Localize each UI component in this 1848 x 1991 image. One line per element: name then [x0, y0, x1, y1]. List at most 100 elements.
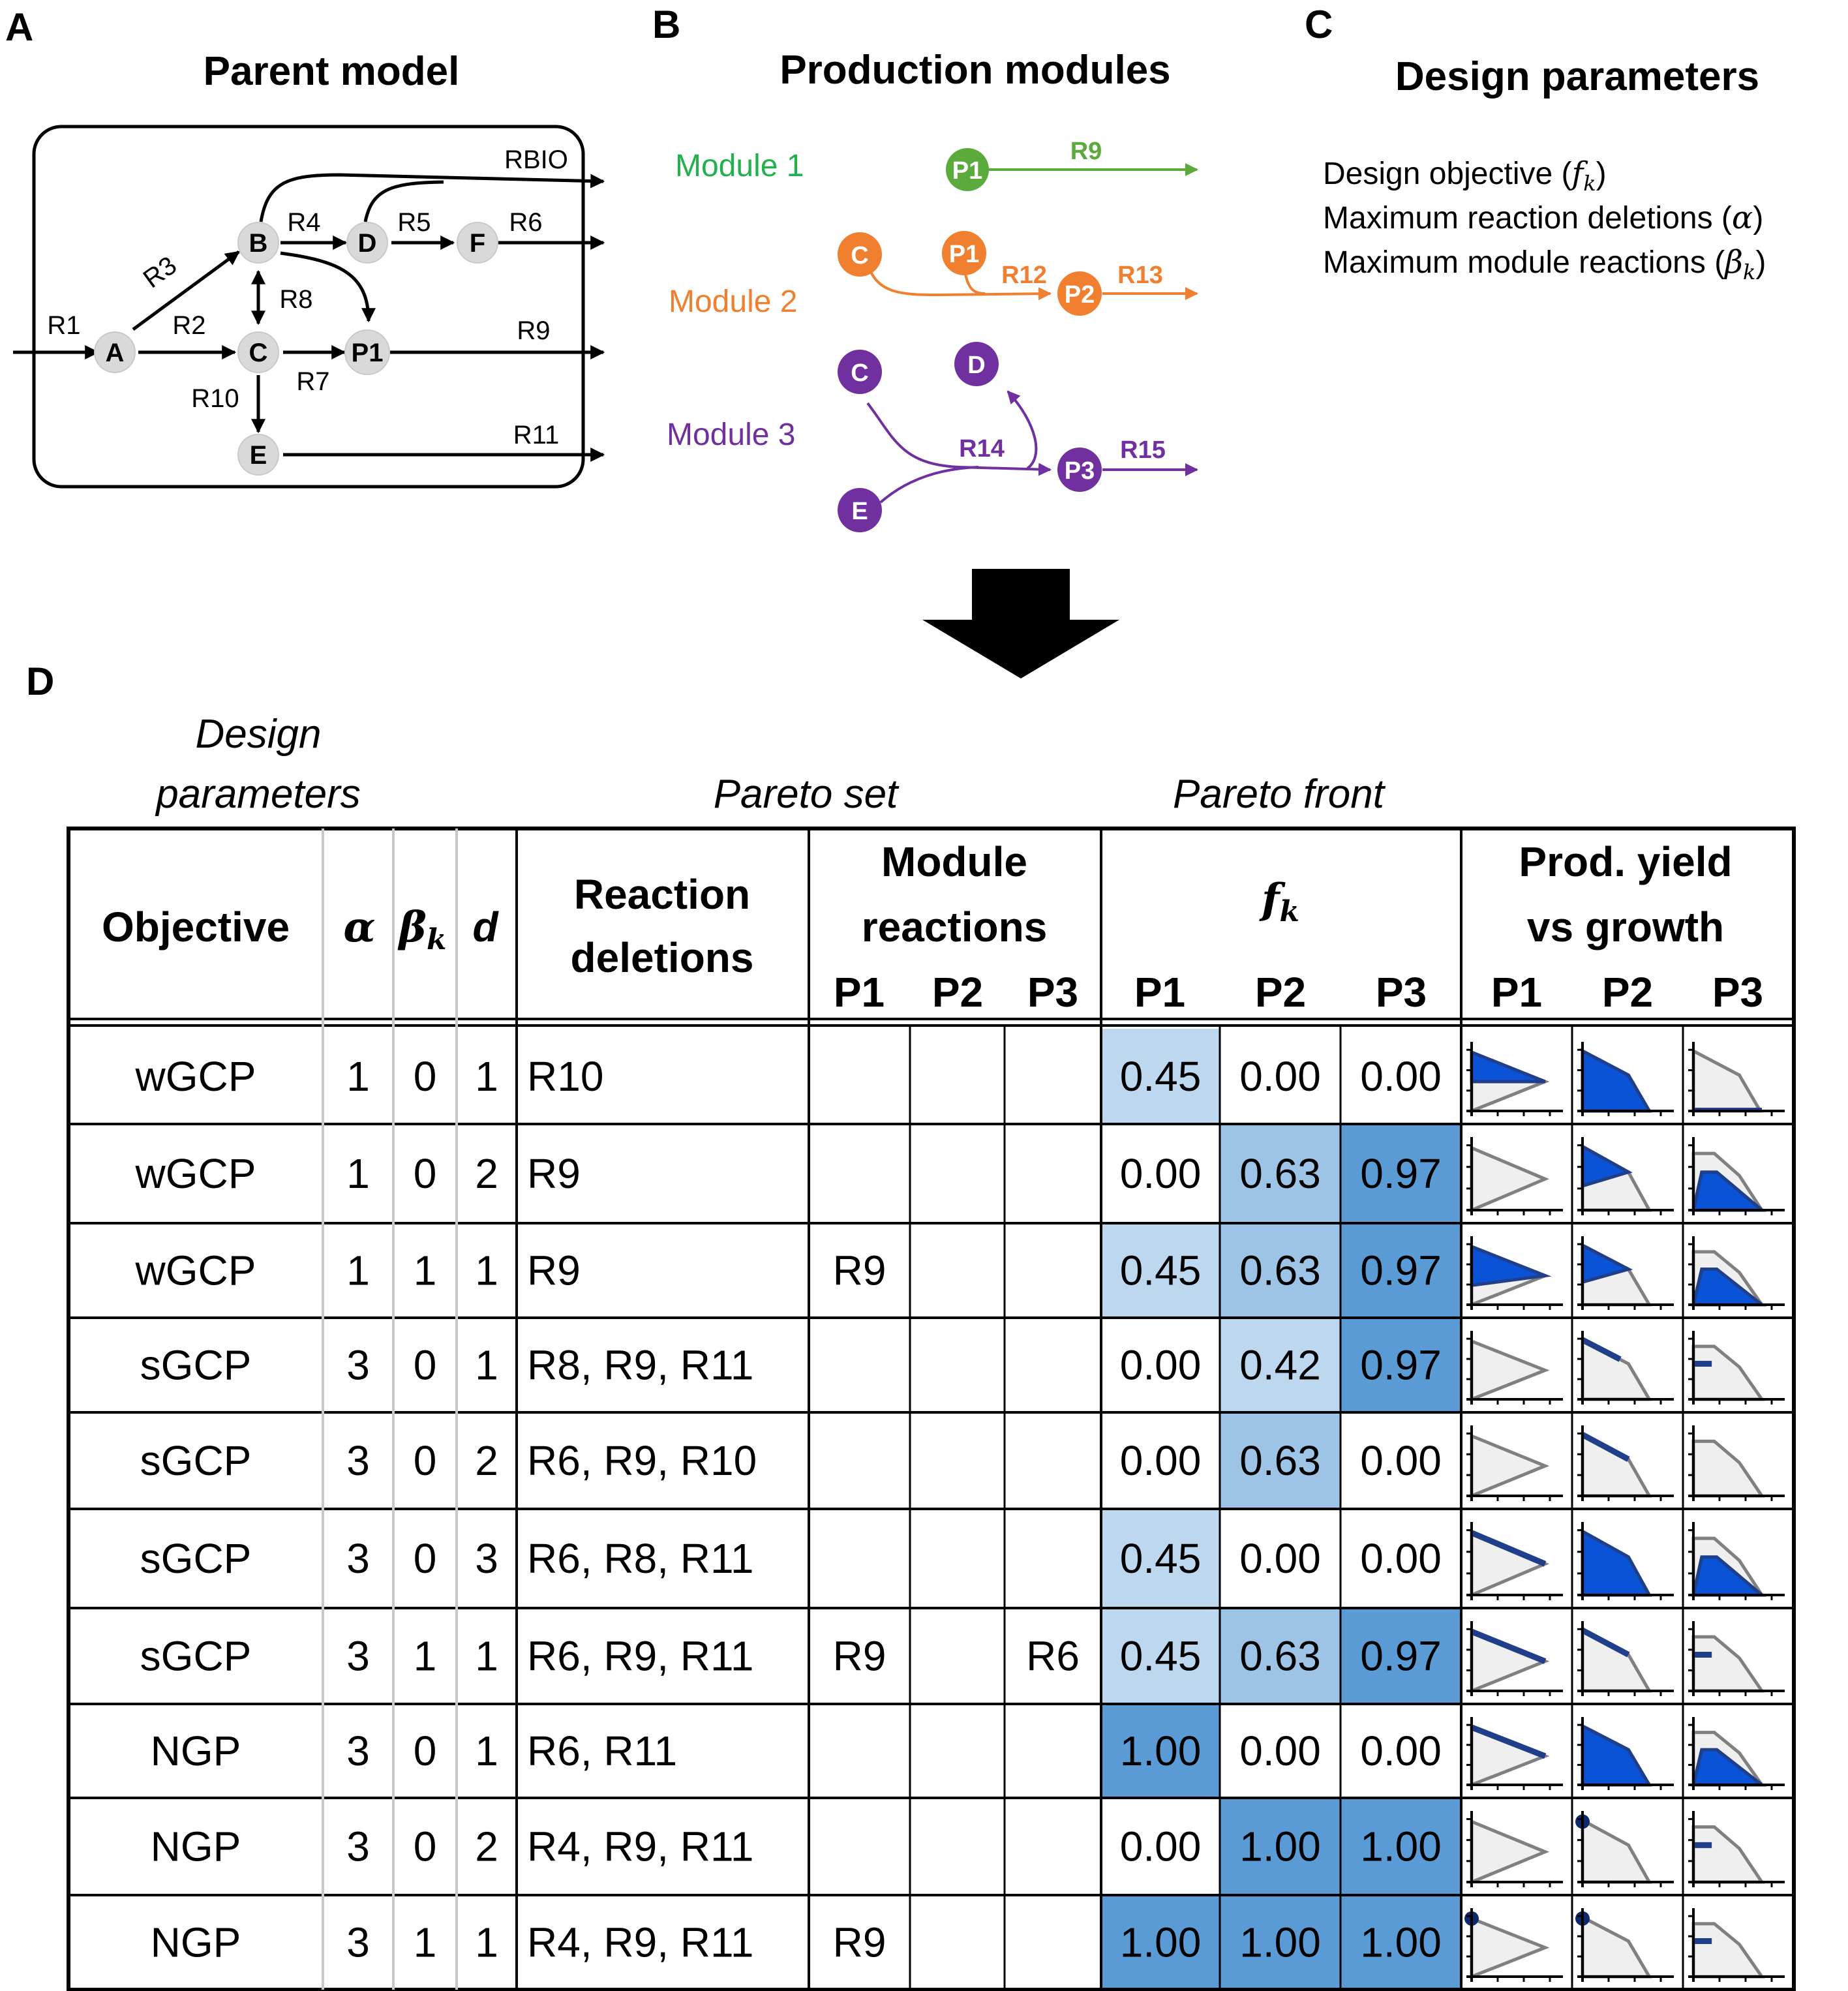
- cell-f-2: 0.42: [1239, 1342, 1321, 1389]
- f-cell-fill: [1220, 1124, 1341, 1223]
- cell-deletions: R6, R11: [527, 1727, 677, 1774]
- f-cell-fill: [1341, 1124, 1461, 1223]
- panel-b-title: Production modules: [780, 48, 1170, 93]
- m3-node-p3: [1057, 448, 1102, 492]
- cell-beta: 0: [414, 1053, 437, 1100]
- cell-d: 1: [475, 1919, 498, 1966]
- node-c: [237, 331, 279, 373]
- m2-node-p1: [942, 231, 986, 275]
- f-cell-fill: [1341, 1798, 1461, 1895]
- cell-f-3: 1.00: [1360, 1919, 1442, 1966]
- header-deletions-1: Reaction: [574, 871, 750, 918]
- group-pareto-front: Pareto front: [1173, 772, 1386, 817]
- header-f-p1: P1: [1134, 969, 1185, 1016]
- panel-a-title: Parent model: [204, 49, 460, 94]
- cell-beta: 0: [414, 1150, 437, 1197]
- label-r6: R6: [509, 208, 542, 237]
- yield-plot-p3: [1688, 1621, 1785, 1696]
- cell-d: 3: [475, 1535, 498, 1582]
- production-region: [1581, 1528, 1652, 1597]
- panel-a: A Parent model R1 R2 R3 R4 R5 R6 R: [5, 5, 605, 489]
- cell-module-1: R9: [833, 1919, 886, 1966]
- panel-b: B Production modules Module 1 R9 P1 Modu…: [652, 3, 1198, 532]
- cell-f-3: 0.97: [1360, 1342, 1442, 1389]
- node-f-label: F: [470, 229, 485, 258]
- cell-alpha: 3: [346, 1727, 370, 1774]
- production-envelope: [1470, 1339, 1550, 1402]
- cell-d: 2: [475, 1437, 498, 1484]
- cell-deletions: R8, R9, R11: [527, 1342, 753, 1389]
- m2-arrow-p1: [964, 273, 986, 295]
- yield-plot-p2: [1577, 1331, 1674, 1405]
- yield-plot-p1: [1466, 1042, 1563, 1116]
- yield-plot-p1: [1466, 1425, 1563, 1501]
- cell-f-2: 0.63: [1239, 1150, 1321, 1197]
- f-cell-fill: [1220, 1223, 1341, 1318]
- yield-plot-p2: [1577, 1042, 1674, 1116]
- yield-plot-p3: [1688, 1717, 1785, 1790]
- production-region: [1581, 1723, 1652, 1787]
- cell-alpha: 3: [346, 1437, 370, 1484]
- yield-plot-p3: [1688, 1137, 1785, 1215]
- panel-d-letter: D: [26, 660, 54, 703]
- m3-node-e-label: E: [851, 498, 868, 525]
- m2-node-p1-label: P1: [949, 241, 979, 268]
- cell-deletions: R6, R8, R11: [527, 1535, 753, 1582]
- header-fk: fk: [1259, 875, 1299, 928]
- m3-arrow-e: [879, 466, 979, 504]
- cell-objective: sGCP: [140, 1633, 252, 1680]
- cell-f-3: 0.00: [1360, 1727, 1442, 1774]
- yield-plot-p3: [1688, 1236, 1785, 1310]
- cell-f-2: 1.00: [1239, 1919, 1321, 1966]
- production-envelope: [1581, 1817, 1652, 1884]
- cell-f-2: 0.00: [1239, 1535, 1321, 1582]
- yield-plot-p3: [1688, 1811, 1785, 1887]
- production-envelope: [1470, 1433, 1550, 1498]
- cell-deletions: R9: [527, 1150, 581, 1197]
- table-border: [67, 827, 1796, 1991]
- yield-plot-p3: [1688, 1522, 1785, 1600]
- m2-label-r13: R13: [1117, 262, 1163, 289]
- cell-beta: 0: [414, 1727, 437, 1774]
- node-f: [457, 222, 498, 264]
- label-r8: R8: [279, 285, 312, 314]
- cell-module-3: R6: [1026, 1633, 1080, 1680]
- production-envelope: [1581, 1627, 1652, 1693]
- table-row: sGCP 3 1 1 R6, R9, R11 R9 R6 0.45 0.63 0.97: [140, 1621, 1785, 1696]
- production-envelope: [1470, 1819, 1550, 1885]
- panel-c-letter: C: [1305, 3, 1333, 46]
- module-1-label: Module 1: [675, 149, 804, 183]
- m3-arrow-d: [1007, 390, 1038, 470]
- production-line: [1581, 1432, 1630, 1462]
- header-f-p3: P3: [1376, 969, 1427, 1016]
- node-d-label: D: [358, 229, 377, 258]
- cell-beta: 0: [414, 1535, 437, 1582]
- cell-alpha: 3: [346, 1823, 370, 1870]
- yield-plot-p2: [1577, 1717, 1674, 1790]
- f-cell-fill: [1101, 1608, 1220, 1704]
- cell-beta: 1: [414, 1919, 437, 1966]
- f-cell-fill: [1341, 1318, 1461, 1412]
- production-line: [1470, 1724, 1547, 1759]
- cell-d: 1: [475, 1342, 498, 1389]
- table-row: sGCP 3 0 2 R6, R9, R10 0.00 0.63 0.00: [140, 1425, 1785, 1501]
- label-r10: R10: [191, 384, 239, 413]
- cell-f-2: 0.63: [1239, 1633, 1321, 1680]
- node-a-label: A: [106, 339, 125, 367]
- header-mod-p3: P3: [1027, 969, 1078, 1016]
- production-envelope: [1470, 1530, 1550, 1598]
- arrow-rbio-b: [259, 173, 605, 222]
- label-rbio: RBIO: [504, 145, 568, 174]
- panel-a-letter: A: [5, 5, 33, 49]
- node-b-label: B: [249, 229, 268, 258]
- cell-boundary: [32, 125, 585, 489]
- cell-deletions: R10: [527, 1053, 603, 1100]
- cell-f-1: 0.45: [1120, 1053, 1202, 1100]
- cell-beta: 0: [414, 1342, 437, 1389]
- cell-objective: NGP: [151, 1727, 241, 1774]
- cell-f-3: 0.97: [1360, 1150, 1442, 1197]
- header-module-1: Module: [881, 838, 1027, 885]
- flow-arrow-down: [922, 569, 1119, 678]
- cell-f-2: 1.00: [1239, 1823, 1321, 1870]
